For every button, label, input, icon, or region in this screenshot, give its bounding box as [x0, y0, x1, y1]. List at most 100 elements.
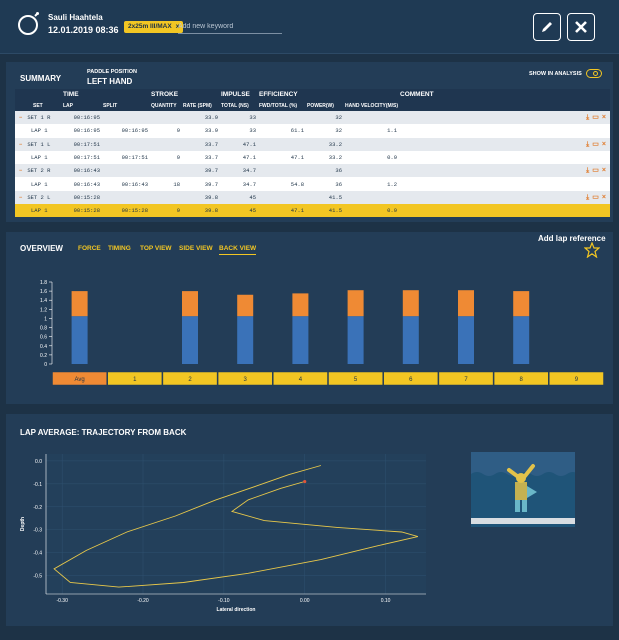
bar-forward[interactable] [347, 316, 364, 364]
download-icon[interactable]: ⤓ [586, 140, 590, 148]
show-in-analysis-toggle[interactable] [586, 69, 602, 78]
lap-category-cell[interactable] [52, 371, 107, 386]
tab-back-view[interactable]: BACK VIEW [219, 245, 257, 255]
lap-category-label: 3 [244, 377, 248, 383]
bar-forward[interactable] [458, 316, 474, 364]
collapse-toggle[interactable]: − [19, 140, 23, 148]
bar-forward[interactable] [513, 316, 530, 364]
comment-cell[interactable] [400, 124, 550, 138]
lap-time: 00:15:28 [63, 204, 103, 218]
row-actions: ⤓ ▭ × [550, 164, 610, 178]
lap-category-cell[interactable] [328, 371, 383, 386]
bar-rest[interactable] [458, 290, 474, 317]
top-header: Sauli Haahtela 12.01.2019 08:36 2x25m II… [0, 0, 619, 54]
y-tick-label: 1 [44, 316, 47, 322]
x-tick-label: -0.10 [218, 598, 230, 604]
y-tick-label: 0.0 [35, 459, 42, 465]
bar-forward[interactable] [402, 316, 419, 364]
lap-category-cell[interactable] [107, 371, 163, 386]
lap-category-cell[interactable] [162, 371, 218, 386]
lap-time: 00:16:43 [63, 177, 103, 191]
tab-side-view[interactable]: SIDE VIEW [179, 245, 213, 252]
y-tick-label: 0.8 [40, 326, 47, 332]
lap-row[interactable]: LAP 1 00:16:43 00:16:43 18 39.7 34.7 54.8 36 1.2 [15, 177, 610, 191]
bar-rest[interactable] [292, 293, 309, 317]
bar-forward[interactable] [182, 316, 198, 364]
collapse-toggle[interactable]: − [19, 114, 23, 122]
comment-cell[interactable] [400, 111, 550, 125]
set-row[interactable]: − SET 2 R 00:16:43 39.7 34.7 36 ⤓ ▭ × [15, 164, 610, 178]
download-icon[interactable]: ⤓ [586, 114, 590, 122]
impulse-total: 33 [221, 111, 259, 125]
stroke-quantity: 9 [151, 150, 183, 165]
bar-rest[interactable] [71, 291, 88, 317]
set-row[interactable]: − SET 2 L 00:15:28 39.8 45 41.5 ⤓ ▭ × [15, 190, 610, 205]
keyword-input[interactable] [178, 19, 282, 34]
export-icon[interactable]: ▭ [592, 140, 599, 148]
bar-forward[interactable] [237, 316, 254, 364]
bar-rest[interactable] [347, 290, 364, 317]
export-icon[interactable]: ▭ [592, 193, 599, 201]
bar-rest[interactable] [402, 290, 419, 317]
bar-forward[interactable] [71, 316, 88, 364]
lap-row[interactable]: LAP 1 00:15:28 00:15:28 9 39.8 45 47.1 41.5 0.9 [15, 204, 610, 218]
col-lap: LAP [63, 103, 73, 109]
bar-rest[interactable] [237, 294, 254, 317]
fwd-total: 61.1 [259, 124, 307, 138]
lap-row[interactable]: LAP 1 00:16:95 00:16:95 9 33.9 33 61.1 32 1.1 [15, 124, 610, 138]
lap-row[interactable]: LAP 1 00:17:51 00:17:51 9 33.7 47.1 47.1 33.2 0.… [15, 150, 610, 165]
lap-category-cell[interactable] [438, 371, 494, 386]
edit-button[interactable] [533, 13, 561, 41]
collapse-toggle[interactable]: − [19, 167, 23, 175]
set-row[interactable]: − SET 1 R 00:16:95 33.9 33 32 ⤓ ▭ × [15, 111, 610, 125]
tab-force[interactable]: FORCE [78, 245, 101, 252]
comment-cell[interactable] [400, 150, 550, 165]
comment-cell[interactable] [400, 190, 550, 205]
y-tick-label: -0.5 [33, 574, 42, 580]
col-rate: RATE (SPM) [183, 103, 212, 109]
y-tick-label: 1.8 [40, 280, 47, 286]
col-split: SPLIT [103, 103, 118, 109]
stroke-rate: 39.8 [183, 190, 221, 205]
delete-icon[interactable]: × [601, 167, 606, 175]
lap-category-cell[interactable] [273, 371, 328, 386]
bar-forward[interactable] [292, 316, 309, 364]
split-time [103, 137, 151, 151]
export-icon[interactable]: ▭ [592, 114, 599, 122]
delete-icon[interactable]: × [601, 114, 606, 122]
swimmer-thumbnail [471, 452, 579, 527]
stopwatch-icon [18, 12, 39, 35]
stroke-rate: 33.9 [183, 124, 221, 138]
y-tick-label: 0.6 [40, 335, 47, 341]
comment-cell[interactable] [400, 137, 550, 151]
download-icon[interactable]: ⤓ [586, 167, 590, 175]
set-row[interactable]: − SET 1 L 00:17:51 33.7 47.1 33.2 ⤓ ▭ × [15, 137, 610, 151]
row-label: LAP 1 [15, 204, 63, 218]
comment-cell[interactable] [400, 204, 550, 218]
keyword-tag[interactable]: 2x25m III/MAX x [124, 21, 184, 33]
comment-cell[interactable] [400, 177, 550, 191]
lap-category-cell[interactable] [383, 371, 439, 386]
bar-rest[interactable] [513, 291, 530, 317]
delete-icon[interactable]: × [601, 140, 606, 148]
star-icon[interactable] [584, 242, 600, 258]
row-label-text: LAP 1 [31, 207, 48, 215]
tab-top-view[interactable]: TOP VIEW [140, 245, 172, 252]
y-tick-label: 0 [44, 362, 47, 368]
export-icon[interactable]: ▭ [592, 167, 599, 175]
x-tick-label: -0.20 [137, 598, 149, 604]
x-tick-label: -0.30 [56, 598, 68, 604]
close-button[interactable] [567, 13, 595, 41]
tab-timing[interactable]: TIMING [108, 245, 131, 252]
comment-cell[interactable] [400, 164, 550, 178]
lap-category-cell[interactable] [217, 371, 273, 386]
hand-velocity: 1.2 [345, 177, 400, 191]
lap-category-cell[interactable] [493, 371, 549, 386]
download-icon[interactable]: ⤓ [586, 193, 590, 201]
impulse-total: 34.7 [221, 164, 259, 178]
lap-category-cell[interactable] [549, 371, 604, 386]
collapse-toggle[interactable]: − [19, 193, 23, 201]
bar-rest[interactable] [182, 291, 198, 317]
delete-icon[interactable]: × [601, 193, 606, 201]
tag-remove-icon[interactable]: x [175, 23, 180, 30]
